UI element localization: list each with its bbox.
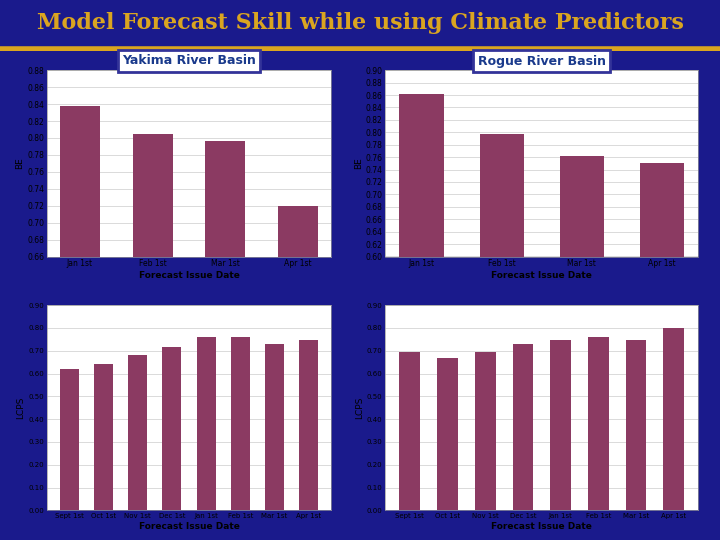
- Bar: [128, 355, 147, 510]
- Bar: [94, 364, 113, 510]
- Bar: [163, 347, 181, 510]
- Bar: [400, 352, 420, 510]
- Bar: [588, 337, 608, 510]
- Bar: [550, 340, 571, 510]
- Text: Yakima River Basin: Yakima River Basin: [122, 55, 256, 68]
- Bar: [480, 134, 523, 540]
- Bar: [265, 344, 284, 510]
- Bar: [626, 340, 647, 510]
- Bar: [197, 338, 215, 510]
- Bar: [300, 340, 318, 510]
- Y-axis label: BE: BE: [15, 158, 24, 169]
- Bar: [640, 163, 684, 540]
- Bar: [400, 94, 444, 540]
- Bar: [475, 352, 495, 510]
- X-axis label: Forecast Issue Date: Forecast Issue Date: [138, 522, 240, 531]
- Text: Rogue River Basin: Rogue River Basin: [478, 55, 606, 68]
- Bar: [513, 344, 534, 510]
- Bar: [560, 156, 604, 540]
- Bar: [60, 106, 100, 540]
- Bar: [132, 134, 173, 540]
- Bar: [231, 338, 250, 510]
- Text: Model Forecast Skill while using Climate Predictors: Model Forecast Skill while using Climate…: [37, 12, 683, 34]
- X-axis label: Forecast Issue Date: Forecast Issue Date: [138, 271, 240, 280]
- Bar: [437, 357, 458, 510]
- Bar: [60, 369, 78, 510]
- Bar: [205, 141, 246, 540]
- Bar: [663, 328, 684, 510]
- X-axis label: Forecast Issue Date: Forecast Issue Date: [491, 271, 593, 280]
- Y-axis label: LCPS: LCPS: [17, 396, 25, 419]
- Bar: [278, 206, 318, 540]
- Y-axis label: BE: BE: [354, 158, 363, 169]
- X-axis label: Forecast Issue Date: Forecast Issue Date: [491, 522, 593, 531]
- Y-axis label: LCPS: LCPS: [355, 396, 364, 419]
